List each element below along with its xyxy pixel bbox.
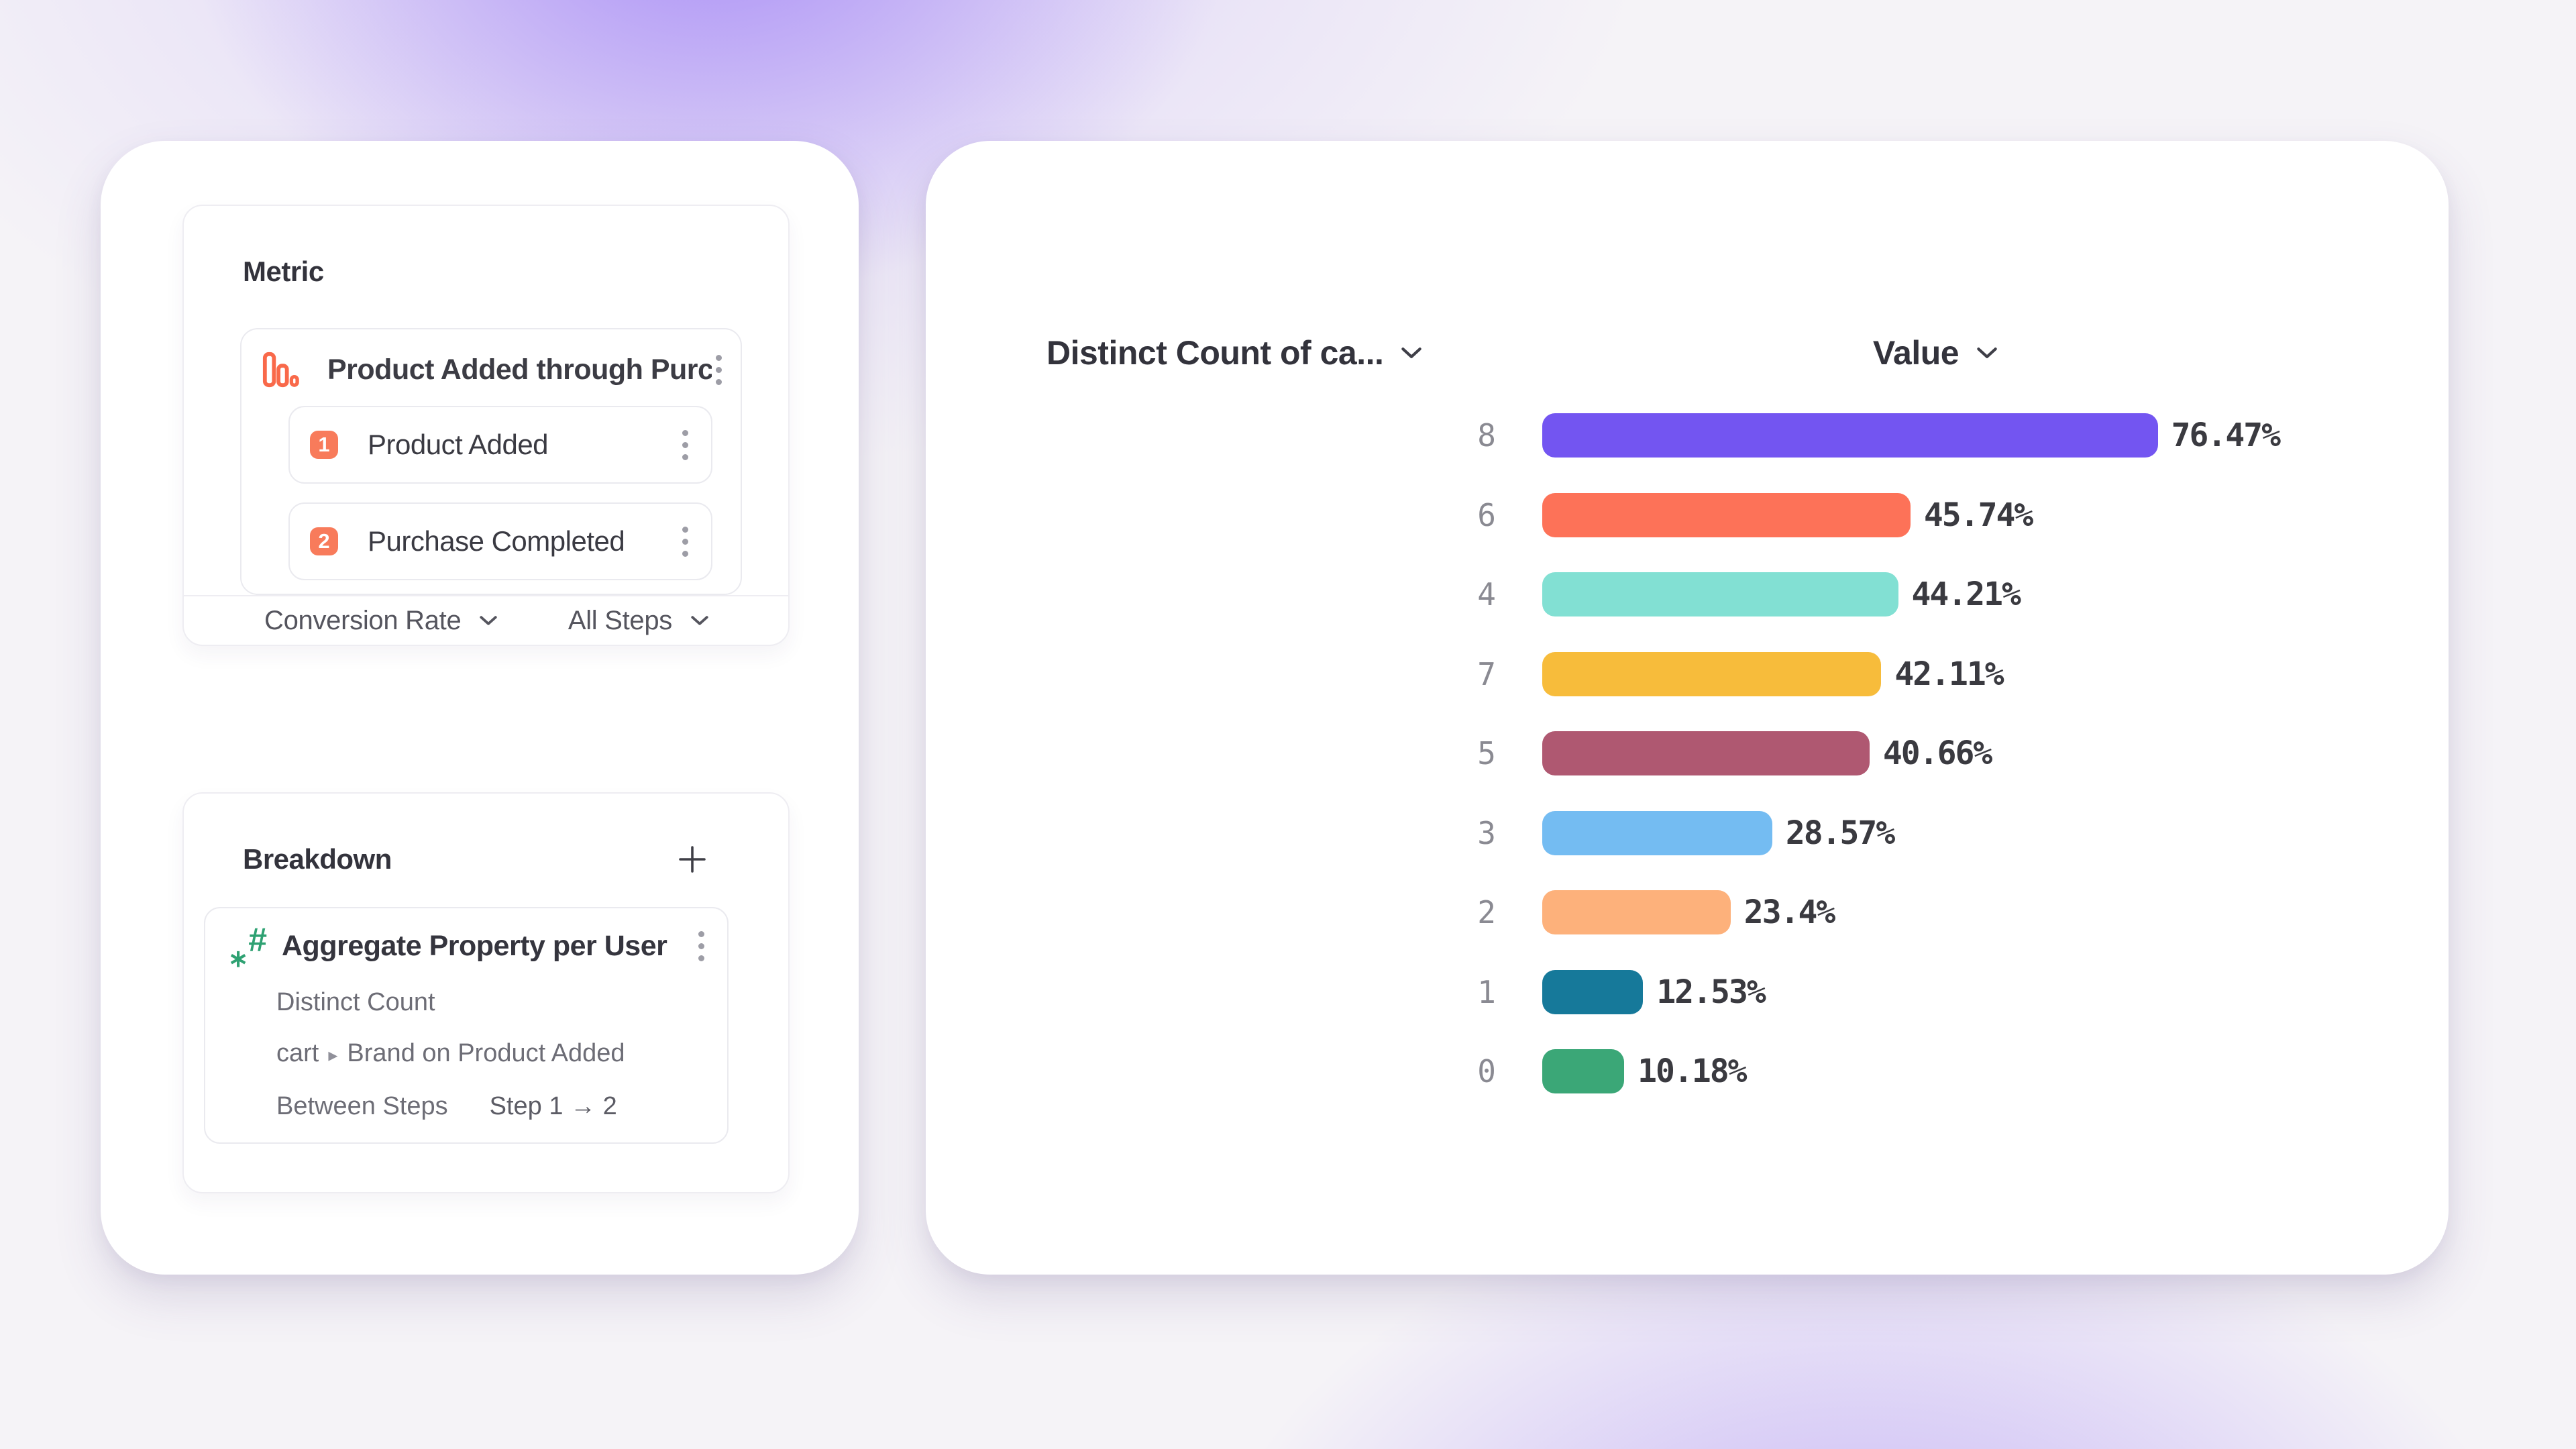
bar-category-label: 3 <box>1477 814 1496 851</box>
breakdown-property-path: cart ▸ Brand on Product Added <box>276 1037 708 1071</box>
bar-track: 76.47% <box>1529 413 2341 458</box>
bar-segment[interactable] <box>1542 810 1772 855</box>
chart-row: 6 45.74% <box>1046 476 2341 555</box>
bar-segment[interactable] <box>1542 969 1644 1014</box>
value-column-header[interactable]: Value <box>1873 333 1998 372</box>
bar-track: 42.11% <box>1529 651 2341 696</box>
conversion-rate-dropdown[interactable]: Conversion Rate <box>264 605 498 636</box>
chart-row: 5 40.66% <box>1046 714 2341 794</box>
chart-rows: 8 76.47% 6 45.74% 4 44.21% 7 42.11% 5 40.66% 3 28.5… <box>1046 396 2341 1112</box>
property-path-separator-icon: ▸ <box>328 1044 338 1065</box>
chart-row: 2 23.4% <box>1046 873 2341 953</box>
funnel-step-2[interactable]: 2 Purchase Completed <box>288 502 712 580</box>
step-label: Product Added <box>368 429 549 460</box>
between-steps-label: Between Steps <box>276 1092 448 1120</box>
numeric-property-icon: # ∗ <box>228 921 267 972</box>
bar-segment[interactable] <box>1542 413 2158 458</box>
bar-segment[interactable] <box>1542 1049 1625 1094</box>
metric-item-menu-icon[interactable] <box>712 351 726 389</box>
bar-track: 40.66% <box>1529 731 2341 776</box>
bar-segment[interactable] <box>1542 890 1731 935</box>
breakdown-step-scope: Between Steps Step 1 → 2 <box>276 1090 708 1122</box>
metric-panel: Metric Product Added through Purcha... 1… <box>182 205 790 646</box>
bar-category-label: 4 <box>1477 576 1496 613</box>
chart-column-headers: Distinct Count of ca... Value <box>1046 333 2341 372</box>
chart-row: 4 44.21% <box>1046 555 2341 635</box>
bar-value-label: 10.18% <box>1638 1053 1747 1091</box>
metric-item-box: Product Added through Purcha... 1 Produc… <box>240 328 742 595</box>
bar-value-label: 12.53% <box>1656 973 1766 1011</box>
bar-category-label: 2 <box>1477 894 1496 931</box>
funnel-step-1[interactable]: 1 Product Added <box>288 406 712 484</box>
bar-value-label: 44.21% <box>1911 576 2021 614</box>
bar-category-label: 7 <box>1477 655 1496 692</box>
all-steps-label: All Steps <box>568 605 672 635</box>
bar-category-label: 0 <box>1477 1053 1496 1090</box>
query-builder-card: Metric Product Added through Purcha... 1… <box>101 141 859 1275</box>
bar-segment[interactable] <box>1542 731 1870 776</box>
bar-track: 28.57% <box>1529 810 2341 855</box>
bar-track: 45.74% <box>1529 492 2341 537</box>
property-prefix: cart <box>276 1039 319 1067</box>
funnel-bars-icon <box>262 352 299 388</box>
chart-row: 0 10.18% <box>1046 1032 2341 1112</box>
breakdown-panel: Breakdown # ∗ Aggregate Property per User… <box>182 792 790 1193</box>
step-range-label: Step 1 → 2 <box>489 1092 617 1120</box>
conversion-rate-label: Conversion Rate <box>264 605 462 635</box>
metric-panel-title: Metric <box>243 256 324 287</box>
bar-segment[interactable] <box>1542 651 1882 696</box>
breakdown-panel-title: Breakdown <box>243 843 392 875</box>
chart-row: 8 76.47% <box>1046 396 2341 476</box>
step-menu-icon[interactable] <box>678 523 692 561</box>
metric-item-label: Product Added through Purcha... <box>327 353 712 386</box>
add-breakdown-plus-icon[interactable] <box>677 844 708 875</box>
chevron-down-icon <box>1977 347 1997 358</box>
bar-value-label: 42.11% <box>1894 655 2004 693</box>
step-number-badge: 1 <box>310 431 338 459</box>
bar-track: 10.18% <box>1529 1049 2341 1094</box>
bar-value-label: 76.47% <box>2171 417 2281 455</box>
bar-category-label: 6 <box>1477 496 1496 533</box>
metric-footer: Conversion Rate All Steps <box>184 595 788 645</box>
all-steps-dropdown[interactable]: All Steps <box>568 606 708 636</box>
bar-value-label: 23.4% <box>1743 894 1835 932</box>
bar-segment[interactable] <box>1542 572 1898 617</box>
value-header-label: Value <box>1872 334 1960 372</box>
breakdown-item-box[interactable]: # ∗ Aggregate Property per User Distinct … <box>204 907 729 1144</box>
chart-card: Distinct Count of ca... Value 8 76.47% 6 45… <box>926 141 2449 1275</box>
bar-category-label: 8 <box>1477 417 1496 454</box>
chart-row: 3 28.57% <box>1046 794 2341 873</box>
breakdown-header-label: Distinct Count of ca... <box>1046 334 1384 372</box>
breakdown-aggregation: Distinct Count <box>276 988 435 1016</box>
step-label: Purchase Completed <box>368 525 625 557</box>
bar-value-label: 28.57% <box>1785 814 1895 852</box>
bar-category-label: 1 <box>1477 973 1496 1010</box>
bar-track: 12.53% <box>1529 969 2341 1014</box>
chevron-down-icon <box>480 615 498 625</box>
chart-row: 1 12.53% <box>1046 953 2341 1032</box>
bar-track: 44.21% <box>1529 572 2341 617</box>
bar-value-label: 40.66% <box>1882 735 1992 773</box>
breakdown-item-label: Aggregate Property per User <box>282 929 667 962</box>
chevron-down-icon <box>691 615 708 625</box>
chevron-down-icon <box>1401 347 1422 358</box>
bar-value-label: 45.74% <box>1923 496 2033 534</box>
bar-track: 23.4% <box>1529 890 2341 935</box>
chart-row: 7 42.11% <box>1046 635 2341 714</box>
metric-item-header[interactable]: Product Added through Purcha... <box>258 339 726 400</box>
step-menu-icon[interactable] <box>678 426 692 464</box>
bar-category-label: 5 <box>1477 735 1496 772</box>
breakdown-column-header[interactable]: Distinct Count of ca... <box>1046 333 1529 372</box>
bar-segment[interactable] <box>1542 492 1911 537</box>
breakdown-menu-icon[interactable] <box>694 927 708 965</box>
property-name: Brand on Product Added <box>347 1039 625 1067</box>
step-number-badge: 2 <box>310 527 338 555</box>
